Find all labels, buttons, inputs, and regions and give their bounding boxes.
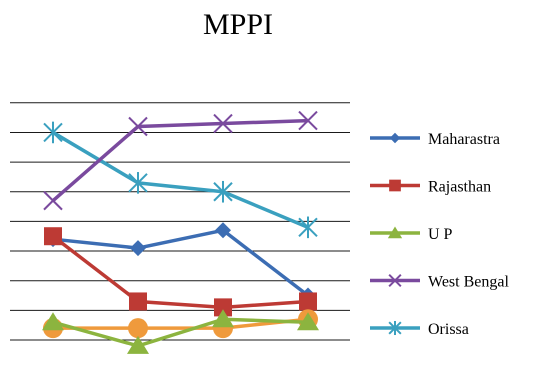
marker-rajasthan — [299, 292, 317, 311]
legend-label-rajasthan: Rajasthan — [428, 179, 491, 196]
marker-u-p — [42, 312, 64, 331]
marker-orissa — [43, 121, 63, 144]
chart-title: MPPI — [203, 8, 273, 41]
marker-rajasthan — [214, 298, 232, 317]
marker-orissa — [213, 180, 233, 203]
legend-label-west-bengal: West Bengal — [428, 274, 509, 291]
legend-marker-rajasthan — [389, 179, 401, 192]
marker-west-bengal — [128, 116, 148, 137]
marker-west-bengal — [43, 190, 63, 211]
marker-u-p — [212, 309, 234, 328]
series-line-rajasthan — [51, 234, 309, 310]
marker-u-p — [127, 335, 149, 354]
legend-label-maharastra: Maharastra — [428, 131, 500, 148]
marker-west-bengal-stroke — [213, 113, 233, 134]
series-line-maharastra — [52, 228, 310, 297]
marker-unlabeled — [128, 318, 148, 339]
legend-marker-orissa — [388, 320, 402, 336]
marker-u-p — [297, 312, 319, 331]
marker-rajasthan — [44, 227, 62, 246]
marker-orissa — [298, 216, 318, 239]
marker-west-bengal-stroke — [43, 190, 63, 211]
gridlines — [10, 102, 350, 341]
legend-label-u-p: U P — [428, 226, 453, 243]
marker-orissa — [128, 172, 148, 194]
marker-maharastra — [215, 222, 231, 239]
legend-marker-maharastra — [389, 132, 401, 144]
legend: Maharastra Rajasthan U P West Bengal Orissa — [370, 131, 509, 338]
legend-label-orissa: Orissa — [428, 321, 469, 338]
series-line-west-bengal — [51, 118, 309, 202]
legend-marker-west-bengal — [388, 273, 402, 288]
legend-marker-u-p — [387, 226, 403, 239]
legend-marker-west-bengal-stroke — [388, 273, 402, 288]
marker-west-bengal — [298, 110, 318, 131]
marker-west-bengal-stroke — [128, 116, 148, 137]
marker-rajasthan — [129, 292, 147, 311]
marker-west-bengal — [213, 113, 233, 134]
series-line-u-p — [52, 317, 309, 348]
series-line-orissa — [52, 130, 309, 229]
marker-west-bengal-stroke — [298, 110, 318, 131]
plot-area — [42, 110, 319, 354]
marker-maharastra — [130, 240, 146, 257]
series-line-unlabeled — [53, 317, 309, 330]
